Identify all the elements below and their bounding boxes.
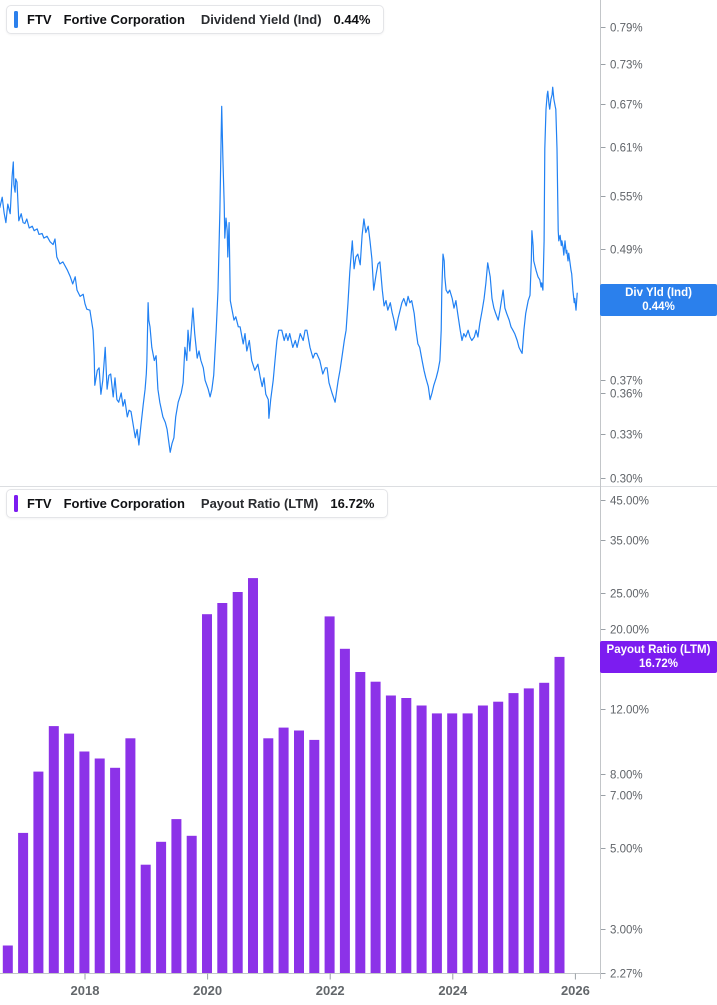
payout-ratio-bar[interactable]	[324, 616, 335, 973]
payout-ratio-bar[interactable]	[125, 738, 136, 973]
legend-company-name: Fortive Corporation	[63, 496, 185, 511]
y-axis-label: 0.55%	[610, 192, 643, 204]
x-axis-label: 2024	[438, 983, 468, 998]
y-axis-label: 0.37%	[610, 376, 643, 388]
legend-metric-value: 0.44%	[333, 12, 371, 27]
payout-ratio-bar[interactable]	[416, 705, 427, 974]
y-axis-label: 0.73%	[610, 60, 643, 72]
legend-ticker: FTV	[27, 12, 52, 27]
x-axis-label: 2026	[561, 983, 590, 998]
dividend-yield-line[interactable]	[0, 86, 578, 453]
legend-metric-label: Dividend Yield (Ind)	[200, 12, 322, 27]
y-axis-payout-ratio: 45.00%35.00%25.00%20.00%16.00%12.00%8.00…	[601, 496, 649, 981]
payout-ratio-bar[interactable]	[79, 751, 90, 974]
legend-accent-bar-blue	[14, 11, 18, 28]
legend-company-name: Fortive Corporation	[63, 12, 185, 27]
legend-dividend-yield[interactable]: FTV Fortive Corporation Dividend Yield (…	[6, 5, 385, 34]
payout-ratio-bar[interactable]	[431, 713, 442, 973]
y-axis-label: 0.79%	[610, 23, 643, 35]
payout-ratio-bar[interactable]	[64, 733, 75, 973]
payout-ratio-bar[interactable]	[110, 767, 121, 973]
payout-ratio-bar[interactable]	[156, 841, 167, 973]
y-axis-label: 45.00%	[610, 496, 649, 508]
badge-value: 0.44%	[642, 301, 675, 313]
payout-ratio-bar[interactable]	[217, 603, 228, 973]
y-axis-label: 3.00%	[610, 925, 643, 937]
legend-payout-ratio[interactable]: FTV Fortive Corporation Payout Ratio (LT…	[6, 489, 389, 518]
payout-ratio-bar[interactable]	[294, 730, 304, 974]
payout-ratio-bar[interactable]	[447, 713, 458, 973]
x-axis-label: 2020	[193, 983, 222, 998]
x-axis-label: 2022	[316, 983, 345, 998]
last-value-badge-payout-ratio: Payout Ratio (LTM) 16.72%	[600, 641, 717, 673]
y-axis-label: 2.27%	[610, 969, 643, 981]
y-axis-label: 7.00%	[610, 791, 643, 803]
legend-metric-label: Payout Ratio (LTM)	[200, 496, 319, 511]
dividend-yield-plot-area[interactable]	[0, 0, 600, 486]
badge-label: Div Yld (Ind)	[625, 287, 692, 299]
payout-ratio-bar[interactable]	[370, 681, 381, 973]
payout-ratio-plot-area[interactable]	[0, 487, 600, 973]
payout-ratio-bar[interactable]	[523, 688, 534, 973]
legend-metric-value: 16.72%	[330, 496, 375, 511]
payout-ratio-bar[interactable]	[263, 738, 274, 973]
payout-ratio-bar[interactable]	[385, 695, 396, 974]
badge-label: Payout Ratio (LTM)	[606, 644, 711, 656]
payout-ratio-bar[interactable]	[355, 672, 366, 973]
y-axis-label: 0.33%	[610, 430, 643, 442]
payout-ratio-bar[interactable]	[33, 771, 44, 973]
y-axis-label: 0.36%	[610, 389, 643, 401]
payout-ratio-bar[interactable]	[202, 614, 212, 973]
payout-ratio-bar[interactable]	[339, 648, 350, 973]
payout-ratio-bar[interactable]	[48, 726, 59, 973]
badge-value: 16.72%	[638, 658, 678, 670]
y-axis-label: 0.67%	[610, 100, 643, 112]
y-axis-label: 0.49%	[610, 245, 643, 257]
y-axis-label: 25.00%	[610, 589, 649, 601]
payout-ratio-bar[interactable]	[140, 864, 151, 973]
y-axis-label: 20.00%	[610, 625, 649, 637]
y-axis-label: 12.00%	[610, 705, 649, 717]
payout-ratio-bars[interactable]	[2, 578, 565, 974]
y-axis-label: 0.61%	[610, 143, 643, 155]
payout-ratio-bar[interactable]	[493, 701, 504, 973]
y-axis-label: 0.30%	[610, 474, 643, 486]
y-axis-label: 35.00%	[610, 536, 649, 548]
payout-ratio-bar[interactable]	[477, 705, 488, 974]
payout-ratio-bar[interactable]	[508, 693, 519, 973]
chart-frame	[0, 0, 717, 979]
last-value-badge-dividend-yield: Div Yld (Ind) 0.44%	[600, 284, 717, 316]
y-axis-dividend-yield: 0.79%0.73%0.67%0.61%0.55%0.49%0.43%0.37%…	[601, 23, 643, 486]
payout-ratio-bar[interactable]	[18, 832, 29, 973]
x-axis: 2018 2020 2022 2024 2026	[71, 973, 590, 998]
payout-ratio-bar[interactable]	[462, 713, 473, 973]
payout-ratio-bar[interactable]	[539, 682, 550, 973]
legend-ticker: FTV	[27, 496, 52, 511]
legend-accent-bar-purple	[14, 495, 18, 512]
payout-ratio-bar[interactable]	[309, 739, 320, 973]
payout-ratio-bar[interactable]	[278, 727, 289, 973]
x-axis-label: 2018	[71, 983, 100, 998]
payout-ratio-bar[interactable]	[401, 698, 412, 973]
payout-ratio-bar[interactable]	[186, 835, 197, 973]
payout-ratio-bar[interactable]	[94, 758, 105, 974]
payout-ratio-bar[interactable]	[554, 656, 565, 973]
payout-ratio-bar[interactable]	[171, 819, 182, 973]
y-axis-label: 8.00%	[610, 770, 643, 782]
y-axis-label: 5.00%	[610, 844, 643, 856]
payout-ratio-bar[interactable]	[232, 592, 243, 973]
payout-ratio-bar[interactable]	[248, 578, 258, 973]
payout-ratio-bar[interactable]	[2, 945, 13, 974]
